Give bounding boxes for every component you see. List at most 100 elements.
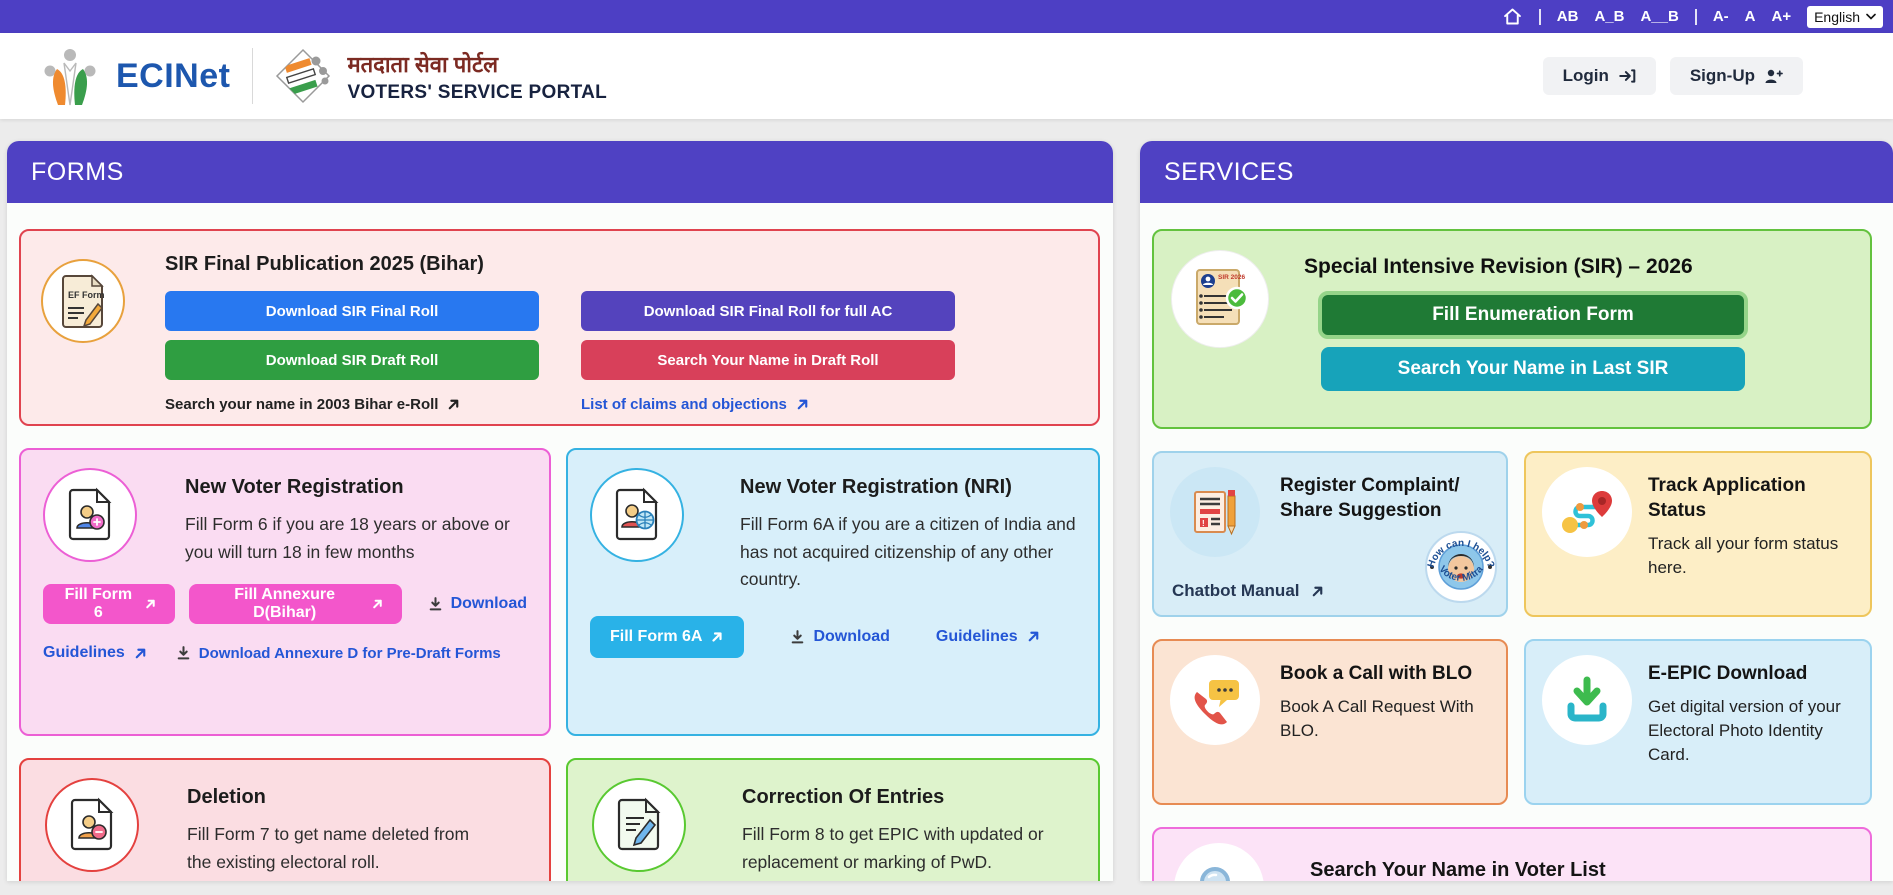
card-new-voter-registration-nri: New Voter Registration (NRI) Fill Form 6… <box>566 448 1100 736</box>
chevron-down-icon <box>1866 13 1876 20</box>
search-icon <box>1174 843 1264 881</box>
link-label: Search your name in 2003 Bihar e-Roll <box>165 396 439 413</box>
brand-name: ECINet <box>116 56 231 95</box>
link-label: Chatbot Manual <box>1172 581 1300 600</box>
divider <box>1538 8 1541 25</box>
card-new-voter-registration: New Voter Registration Fill Form 6 if yo… <box>19 448 551 736</box>
svg-text:Voter Mitra: Voter Mitra <box>1436 564 1485 584</box>
link-label: Download <box>813 627 890 645</box>
card-title: Search Your Name in Voter List <box>1310 859 1606 881</box>
card-title: Special Intensive Revision (SIR) – 2026 <box>1304 255 1693 278</box>
portal-title-block: मतदाता सेवा पोर्टल VOTERS' SERVICE PORTA… <box>275 48 607 104</box>
card-title: Correction Of Entries <box>742 786 945 808</box>
external-link-icon <box>1312 586 1322 596</box>
divider <box>252 48 254 104</box>
language-value: English <box>1814 8 1860 25</box>
card-sir-final-publication: EF Form SIR Final Publication 2025 (Biha… <box>19 229 1100 426</box>
download-icon <box>792 630 804 644</box>
card-track-application: Track Application Status Track all your … <box>1524 451 1872 617</box>
font-decrease-button[interactable]: A- <box>1712 8 1729 25</box>
button-label: Fill Form 6A <box>610 627 703 645</box>
download-sir-final-roll-button[interactable]: Download SIR Final Roll <box>165 291 539 331</box>
card-title: Deletion <box>187 786 266 808</box>
form6-document-icon <box>43 468 137 562</box>
ecinet-brand[interactable]: ECINet <box>38 45 230 107</box>
card-search-voter-list: Search Your Name in Voter List Search Yo… <box>1152 827 1872 881</box>
fill-form6-button[interactable]: Fill Form 6 <box>43 584 175 625</box>
card-description: Fill Form 7 to get name deleted from the… <box>187 824 470 872</box>
voter-mitra-chatbot-button[interactable]: How can I help? Voter Mitra <box>1424 530 1498 609</box>
card-title: Track Application Status <box>1648 475 1806 522</box>
card-title: New Voter Registration <box>185 476 404 498</box>
track-route-icon <box>1542 467 1632 557</box>
link-label: List of claims and objections <box>581 396 787 413</box>
contrast-medium-button[interactable]: A_B <box>1594 8 1625 25</box>
contrast-high-button[interactable]: A__B <box>1640 8 1679 25</box>
card-correction-of-entries: Correction Of Entries Fill Form 8 to get… <box>566 758 1100 881</box>
card-description: Fill Form 6 if you are 18 years or above… <box>185 514 510 562</box>
card-title: E-EPIC Download <box>1648 663 1808 684</box>
ef-form-icon: EF Form <box>41 259 125 343</box>
link-claims-objections[interactable]: List of claims and objections <box>581 396 955 413</box>
external-link-icon <box>372 600 382 609</box>
forms-panel-header: FORMS <box>7 141 1113 203</box>
card-description: Get digital version of your Electoral Ph… <box>1648 697 1841 765</box>
external-link-icon <box>449 399 459 410</box>
fill-form6a-button[interactable]: Fill Form 6A <box>590 615 745 658</box>
link-label: Download Annexure D for Pre-Draft Forms <box>198 644 501 662</box>
chatbot-manual-link[interactable]: Chatbot Manual <box>1172 581 1325 601</box>
download-sir-final-roll-full-ac-button[interactable]: Download SIR Final Roll for full AC <box>581 291 955 331</box>
person-plus-icon <box>1764 68 1783 85</box>
badge-bottom-label: Voter Mitra <box>1436 564 1485 584</box>
download-sir-draft-roll-button[interactable]: Download SIR Draft Roll <box>165 340 539 380</box>
download-form6a-link[interactable]: Download <box>790 627 890 646</box>
forms-panel: FORMS EF Form SIR Final Publication 2025… <box>7 141 1113 881</box>
external-link-icon <box>135 648 146 659</box>
search-name-last-sir-button[interactable]: Search Your Name in Last SIR <box>1321 347 1745 391</box>
header: ECINet मतदाता सेवा पोर्टल VOTERS' SERVIC… <box>0 33 1893 119</box>
download-annexure-predraft-link[interactable]: Download Annexure D for Pre-Draft Forms <box>176 645 501 662</box>
external-link-icon <box>145 600 155 609</box>
card-description: Book A Call Request With BLO. <box>1280 697 1474 741</box>
portal-title: VOTERS' SERVICE PORTAL <box>347 81 608 103</box>
signup-button[interactable]: Sign-Up <box>1669 57 1803 95</box>
services-panel-header: SERVICES <box>1140 141 1893 203</box>
phone-call-icon <box>1170 655 1260 745</box>
font-normal-button[interactable]: A <box>1744 8 1756 25</box>
search-name-draft-roll-button[interactable]: Search Your Name in Draft Roll <box>581 340 955 380</box>
signup-label: Sign-Up <box>1689 66 1755 85</box>
external-link-icon <box>1028 632 1039 642</box>
language-select[interactable]: English <box>1807 5 1883 28</box>
font-increase-button[interactable]: A+ <box>1771 8 1792 25</box>
card-sir-2026: SIR 2026 Special Intensive Revision (SIR… <box>1152 229 1872 429</box>
card-register-complaint: ! Register Complaint/ Share Suggestion C… <box>1152 451 1508 617</box>
guidelines-form6-link[interactable]: Guidelines <box>43 644 148 662</box>
download-icon <box>429 597 441 611</box>
button-label: Fill Annexure D(Bihar) <box>234 586 335 622</box>
fill-annexure-d-button[interactable]: Fill Annexure D(Bihar) <box>188 584 402 625</box>
svg-text:!: ! <box>1202 519 1205 528</box>
card-description: Fill Form 8 to get EPIC with updated or … <box>742 824 1044 872</box>
home-icon[interactable] <box>1502 6 1523 27</box>
card-title: Book a Call with BLO <box>1280 663 1473 684</box>
card-eepic-download: E-EPIC Download Get digital version of y… <box>1524 639 1872 805</box>
ecinet-logo-icon <box>38 45 102 107</box>
login-button[interactable]: Login <box>1542 57 1656 95</box>
accessibility-bar: AB A_B A__B A- A A+ English <box>0 0 1893 33</box>
sir-2026-icon-label: SIR 2026 <box>1218 274 1245 281</box>
link-2003-bihar-eroll[interactable]: Search your name in 2003 Bihar e-Roll <box>165 396 539 413</box>
guidelines-form6a-link[interactable]: Guidelines <box>936 628 1041 646</box>
contrast-normal-button[interactable]: AB <box>1556 8 1579 25</box>
form6a-document-icon <box>590 468 684 562</box>
download-form6-link[interactable]: Download <box>428 595 527 613</box>
portal-title-hindi: मतदाता सेवा पोर्टल <box>347 51 499 77</box>
download-icon <box>177 646 190 660</box>
complaint-document-icon: ! <box>1170 467 1260 557</box>
card-title: SIR Final Publication 2025 (Bihar) <box>165 253 484 275</box>
card-description: Fill Form 6A if you are a citizen of Ind… <box>740 514 1076 590</box>
eepic-download-icon <box>1542 655 1632 745</box>
link-label: Guidelines <box>43 644 125 662</box>
fill-enumeration-form-button[interactable]: Fill Enumeration Form <box>1318 291 1748 339</box>
main-content: FORMS EF Form SIR Final Publication 2025… <box>0 119 1893 881</box>
external-link-icon <box>712 632 723 642</box>
